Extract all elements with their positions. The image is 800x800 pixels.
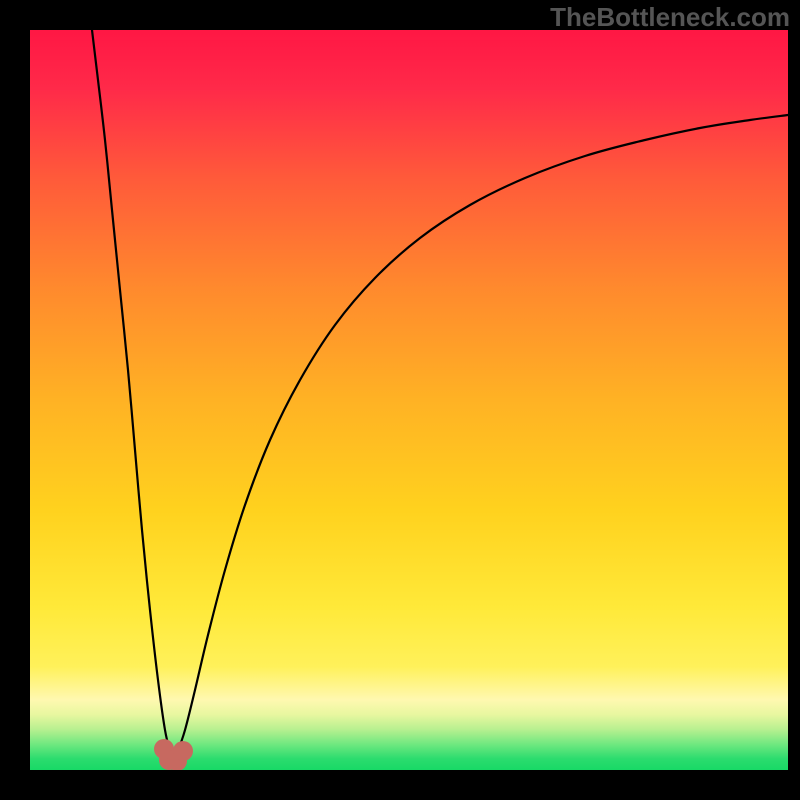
- watermark-text: TheBottleneck.com: [550, 2, 790, 33]
- chart-svg: [0, 0, 800, 800]
- frame-border-right: [788, 0, 800, 800]
- frame-border-bottom: [0, 770, 800, 800]
- gradient-background: [30, 30, 788, 770]
- frame-border-left: [0, 0, 30, 800]
- valley-marker-dot: [173, 741, 193, 761]
